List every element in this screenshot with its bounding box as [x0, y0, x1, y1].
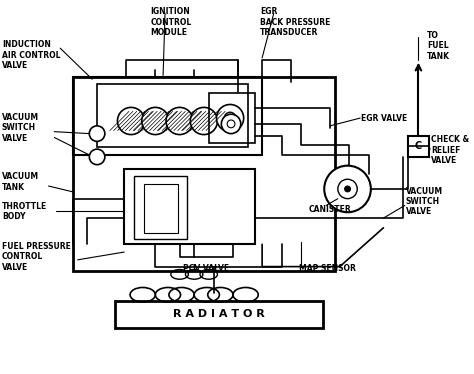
Text: PCV VALVE: PCV VALVE — [182, 264, 228, 273]
Bar — [115, 301, 323, 328]
Bar — [209, 93, 255, 143]
Text: FUEL PRESSURE
CONTROL
VALVE: FUEL PRESSURE CONTROL VALVE — [2, 242, 71, 272]
Circle shape — [227, 120, 235, 128]
Circle shape — [142, 107, 169, 135]
Bar — [408, 135, 429, 157]
Text: THROTTLE
BODY: THROTTLE BODY — [2, 202, 47, 221]
Circle shape — [224, 112, 236, 124]
Bar — [73, 77, 335, 272]
Text: MAP SENSOR: MAP SENSOR — [299, 264, 356, 273]
Circle shape — [221, 114, 241, 134]
Circle shape — [89, 126, 105, 141]
Text: TO
FUEL
TANK: TO FUEL TANK — [427, 31, 450, 61]
Circle shape — [345, 186, 350, 192]
Circle shape — [338, 179, 357, 199]
Circle shape — [324, 166, 371, 212]
Bar — [73, 77, 262, 155]
Bar — [97, 84, 247, 147]
Text: R A D I A T O R: R A D I A T O R — [173, 309, 264, 319]
Bar — [134, 176, 187, 239]
Text: EGR
BACK PRESSURE
TRANSDUCER: EGR BACK PRESSURE TRANSDUCER — [260, 7, 330, 37]
Circle shape — [166, 107, 193, 135]
Circle shape — [190, 107, 218, 135]
Bar — [124, 169, 255, 244]
Text: INDUCTION
AIR CONTROL
VALVE: INDUCTION AIR CONTROL VALVE — [2, 40, 61, 70]
Circle shape — [217, 104, 244, 132]
Bar — [144, 184, 178, 233]
Text: CANISTER: CANISTER — [309, 205, 351, 214]
Text: C: C — [415, 141, 422, 151]
Circle shape — [118, 107, 145, 135]
Text: EGR VALVE: EGR VALVE — [361, 114, 407, 123]
Text: VACUUM
TANK: VACUUM TANK — [2, 172, 39, 192]
Text: VACUUM
SWITCH
VALVE: VACUUM SWITCH VALVE — [2, 113, 39, 143]
Text: CHECK &
RELIEF
VALVE: CHECK & RELIEF VALVE — [431, 135, 469, 165]
Text: VACUUM
SWITCH
VALVE: VACUUM SWITCH VALVE — [406, 187, 443, 217]
Text: IGNITION
CONTROL
MODULE: IGNITION CONTROL MODULE — [150, 7, 191, 37]
Circle shape — [89, 149, 105, 165]
